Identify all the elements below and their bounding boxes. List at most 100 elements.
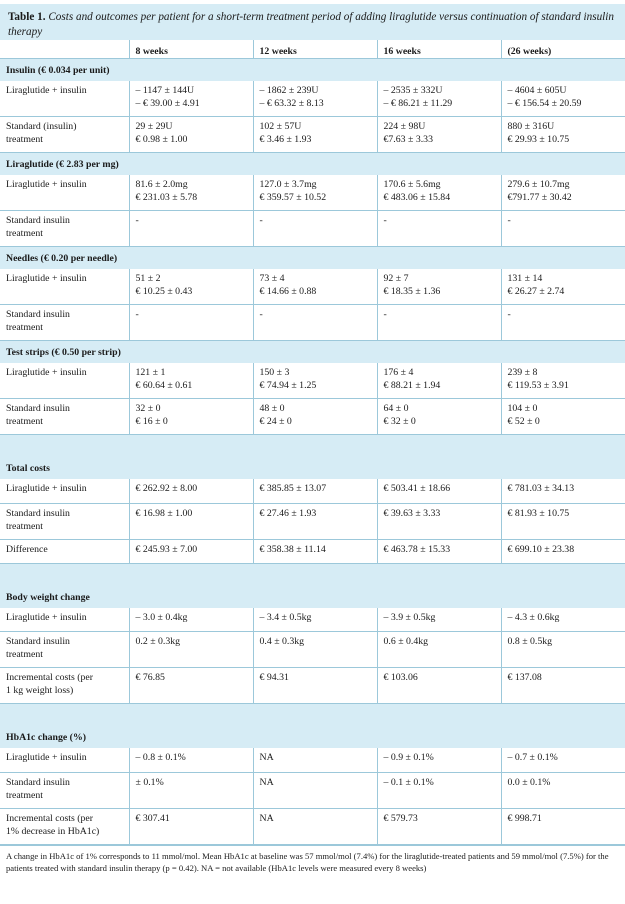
- cell-line: treatment: [6, 520, 43, 532]
- cell-line: – 2535 ± 332U: [383, 84, 443, 96]
- cell-line: treatment: [6, 649, 43, 660]
- cell-line: € 3.46 ± 1.93: [259, 134, 312, 145]
- cell-line: 0.8 ± 0.5kg: [507, 636, 553, 647]
- cell-line: Liraglutide + insulin: [6, 483, 87, 494]
- table-row: Liraglutide + insulin – 0.8 ± 0.1% NA – 0.9…: [0, 748, 625, 773]
- table-cell: -: [500, 210, 625, 247]
- cell-line: treatment: [6, 416, 43, 427]
- cell-line: Liraglutide + insulin: [6, 752, 87, 763]
- table-row: Standard insulin treatment 32 ± 0 € 16 ± 0 4…: [0, 398, 625, 435]
- table-cell: – 1147 ± 144U – € 39.00 ± 4.91: [128, 80, 253, 117]
- row-label: Standard insulin treatment: [0, 772, 129, 809]
- cell-line: € 74.94 ± 1.25: [259, 379, 317, 391]
- cell-line: € 10.25 ± 0.43: [135, 285, 193, 297]
- table-row: Standard insulin treatment - - - -: [0, 304, 625, 341]
- table-cell: € 463.78 ± 15.33: [376, 539, 501, 564]
- table-cell: 224 ± 98U €7.63 ± 3.33: [376, 116, 501, 153]
- cell-line: € 463.78 ± 15.33: [383, 543, 451, 555]
- cell-line: 880 ± 316U: [507, 121, 555, 132]
- cell-line: 0.0 ± 0.1%: [507, 776, 551, 788]
- table-cell: € 16.98 ± 1.00: [128, 503, 253, 540]
- cell-line: Standard insulin: [6, 309, 70, 320]
- table-cell: ± 0.1%: [128, 772, 253, 809]
- cell-line: – € 86.21 ± 11.29: [383, 97, 453, 109]
- table-cell: 102 ± 57U € 3.46 ± 1.93: [252, 116, 377, 153]
- table-row: Liraglutide + insulin € 262.92 ± 8.00 € 38…: [0, 479, 625, 504]
- cell-line: € 579.73: [383, 812, 418, 824]
- column-header: [0, 40, 129, 59]
- table-row: Standard insulin treatment - - - -: [0, 210, 625, 247]
- cell-line: – 3.4 ± 0.5kg: [259, 611, 312, 623]
- table-cell: € 503.41 ± 18.66: [376, 479, 501, 504]
- table-cell: € 579.73: [376, 808, 501, 845]
- column-header: 16 weeks: [376, 40, 501, 59]
- table-cell: € 103.06: [376, 667, 501, 704]
- cell-line: € 88.21 ± 1.94: [383, 379, 441, 391]
- table-row: Liraglutide + insulin 81.6 ± 2.0mg € 231.0…: [0, 174, 625, 211]
- cell-line: -: [507, 215, 511, 226]
- cell-line: 1 kg weight loss): [6, 685, 74, 696]
- column-header-row: 8 weeks 12 weeks 16 weeks (26 weeks): [0, 40, 625, 59]
- table-cell: € 385.85 ± 13.07: [252, 479, 377, 504]
- cell-line: € 385.85 ± 13.07: [259, 483, 327, 494]
- table-cell: 92 ± 7 € 18.35 ± 1.36: [376, 268, 501, 305]
- table-cell: € 81.93 ± 10.75: [500, 503, 625, 540]
- cell-line: 131 ± 14: [507, 272, 543, 284]
- cell-line: -: [135, 215, 139, 226]
- table-cell: € 699.10 ± 23.38: [500, 539, 625, 564]
- table-cell: 51 ± 2 € 10.25 ± 0.43: [128, 268, 253, 305]
- table-cell: 176 ± 4 € 88.21 ± 1.94: [376, 362, 501, 399]
- cell-line: – 1862 ± 239U: [259, 84, 319, 96]
- cell-line: Standard (insulin): [6, 121, 77, 132]
- cell-line: 150 ± 3: [259, 366, 290, 378]
- cell-line: 104 ± 0: [507, 403, 538, 414]
- table-cell: -: [376, 210, 501, 247]
- table-cell: -: [500, 304, 625, 341]
- cell-line: €7.63 ± 3.33: [383, 134, 433, 145]
- section-title: Total costs: [0, 457, 625, 479]
- cell-line: Standard insulin: [6, 215, 70, 226]
- cell-line: 81.6 ± 2.0mg: [135, 178, 188, 190]
- table-cell: 81.6 ± 2.0mg € 231.03 ± 5.78: [128, 174, 253, 211]
- cell-line: -: [383, 215, 387, 226]
- section-header-row: Insulin (€ 0.034 per unit): [0, 58, 625, 81]
- table-cell: 73 ± 4 € 14.66 ± 0.88: [252, 268, 377, 305]
- section-title: Liraglutide (€ 2.83 per mg): [0, 152, 625, 175]
- cell-line: 102 ± 57U: [259, 121, 302, 132]
- section-header-row: Needles (€ 0.20 per needle): [0, 246, 625, 269]
- table-cell: 104 ± 0 € 52 ± 0: [500, 398, 625, 435]
- section-spacer: [0, 703, 625, 726]
- cell-line: 239 ± 8: [507, 366, 538, 378]
- cell-line: € 359.57 ± 10.52: [259, 191, 327, 203]
- cell-line: € 998.71: [507, 812, 542, 824]
- table-cell: € 998.71: [500, 808, 625, 845]
- cell-line: € 16.98 ± 1.00: [135, 507, 193, 519]
- cell-line: – 0.9 ± 0.1%: [383, 752, 434, 763]
- cell-line: Standard insulin: [6, 776, 70, 788]
- cell-line: Difference: [6, 543, 48, 555]
- section-header-row: Total costs: [0, 457, 625, 479]
- table-cell: 127.0 ± 3.7mg € 359.57 ± 10.52: [252, 174, 377, 211]
- cell-line: 92 ± 7: [383, 272, 409, 284]
- cell-line: Standard insulin: [6, 403, 70, 414]
- cell-line: 73 ± 4: [259, 272, 285, 284]
- table-cell: – 4604 ± 605U – € 156.54 ± 20.59: [500, 80, 625, 117]
- cell-line: 0.4 ± 0.3kg: [259, 636, 305, 647]
- table-cell: – 1862 ± 239U – € 63.32 ± 8.13: [252, 80, 377, 117]
- cell-line: € 81.93 ± 10.75: [507, 507, 570, 519]
- table-cell: NA: [252, 748, 377, 773]
- table-cell: € 781.03 ± 34.13: [500, 479, 625, 504]
- cell-line: € 27.46 ± 1.93: [259, 507, 317, 519]
- spacer-cell: [0, 434, 625, 457]
- table-cell: – 4.3 ± 0.6kg: [500, 607, 625, 632]
- table-row: Standard (insulin) treatment 29 ± 29U € 0.9…: [0, 116, 625, 153]
- cell-line: 170.6 ± 5.6mg: [383, 178, 441, 190]
- table-cell: € 137.08: [500, 667, 625, 704]
- caption-text: Costs and outcomes per patient for a sho…: [8, 11, 614, 38]
- cell-line: € 26.27 ± 2.74: [507, 285, 565, 297]
- cell-line: NA: [259, 776, 274, 788]
- cell-line: – 0.1 ± 0.1%: [383, 776, 434, 788]
- table-cell: 880 ± 316U € 29.93 ± 10.75: [500, 116, 625, 153]
- table-row: Liraglutide + insulin – 1147 ± 144U – € 39…: [0, 80, 625, 117]
- cell-line: – 0.8 ± 0.1%: [135, 752, 186, 763]
